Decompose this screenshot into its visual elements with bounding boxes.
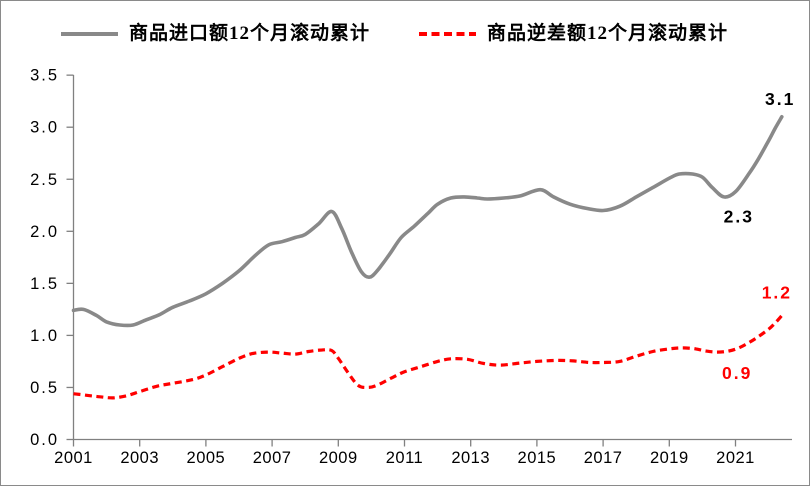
x-tick-label: 2007: [253, 449, 292, 467]
data-label-2-3: 2.3: [724, 207, 754, 227]
y-tick-label: 1.5: [30, 275, 59, 293]
x-tick-label: 2019: [650, 449, 689, 467]
y-tick-label: 0.0: [30, 431, 59, 449]
legend-item-deficit: 商品逆差额12个月滚动累计: [419, 21, 728, 47]
x-tick-label: 2005: [187, 449, 226, 467]
y-tick-label: 3.0: [30, 119, 59, 137]
x-tick-label: 2021: [716, 449, 755, 467]
deficit-line-swatch-icon: [419, 32, 476, 36]
y-tick-label: 2.5: [30, 171, 59, 189]
x-tick-label: 2001: [54, 449, 93, 467]
x-tick-label: 2003: [120, 449, 159, 467]
y-tick-label: 1.0: [30, 327, 59, 345]
data-label-0-9: 0.9: [722, 363, 752, 383]
x-tick-label: 2017: [584, 449, 623, 467]
y-tick-label: 3.5: [30, 67, 59, 85]
imports-line: [71, 115, 784, 328]
y-tick-label: 2.0: [30, 223, 59, 241]
legend: 商品进口额12个月滚动累计 商品逆差额12个月滚动累计: [1, 1, 809, 51]
deficit-line: [73, 314, 783, 400]
x-tick-label: 2015: [518, 449, 557, 467]
data-label-3-1: 3.1: [765, 89, 795, 109]
data-label-1-2: 1.2: [762, 283, 792, 303]
legend-item-imports: 商品进口额12个月滚动累计: [61, 21, 370, 47]
legend-label-deficit: 商品逆差额12个月滚动累计: [487, 23, 729, 44]
x-tick-label: 2011: [386, 449, 423, 467]
legend-label-imports: 商品进口额12个月滚动累计: [129, 23, 371, 44]
x-tick-label: 2009: [319, 449, 358, 467]
imports-line-swatch-icon: [61, 32, 118, 36]
y-tick-label: 0.5: [30, 379, 59, 397]
x-tick-label: 2013: [451, 449, 490, 467]
